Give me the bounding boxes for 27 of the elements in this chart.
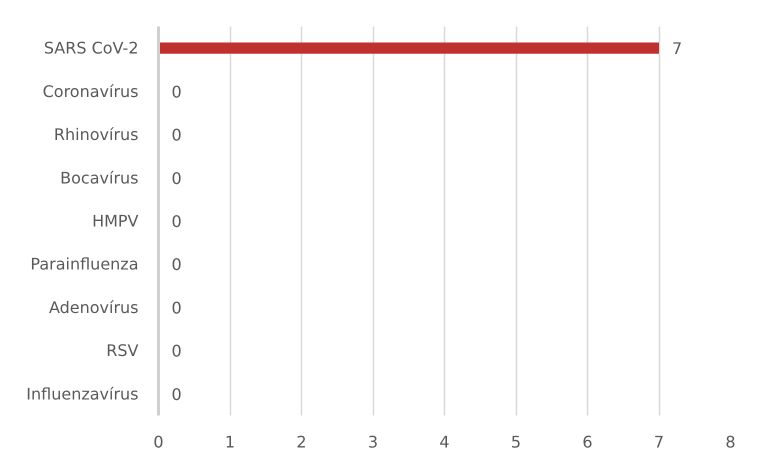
y-tick-label: HMPV: [92, 212, 139, 230]
y-tick-label: RSV: [106, 341, 139, 360]
y-tick-label: Coronavírus: [42, 82, 138, 101]
data-label: 0: [172, 342, 182, 361]
data-label: 0: [172, 384, 182, 404]
x-tick-label: 3: [368, 432, 378, 452]
y-tick-label: Influenzavírus: [26, 384, 138, 404]
x-tick-label: 8: [725, 432, 736, 452]
data-label: 7: [672, 39, 682, 58]
y-tick-label: SARS CoV-2: [44, 38, 139, 58]
y-tick-label: Parainfluenza: [30, 254, 138, 274]
y-tick-label: Adenovírus: [48, 298, 138, 317]
y-tick-label: Rhinovírus: [54, 125, 139, 144]
data-label: 0: [172, 255, 182, 274]
x-tick-label: 7: [654, 432, 664, 452]
x-tick-label: 5: [510, 432, 522, 452]
data-label: 0: [172, 168, 182, 188]
data-label: 0: [172, 126, 182, 145]
x-tick-label: 0: [153, 432, 164, 452]
data-label: 0: [172, 212, 182, 231]
data-label: 0: [172, 82, 182, 102]
x-tick-label: 6: [582, 432, 593, 452]
x-tick-label: 2: [296, 432, 307, 452]
y-tick-label: Bocavírus: [60, 168, 139, 188]
x-tick-label: 1: [224, 432, 236, 452]
x-tick-label: 4: [439, 432, 450, 452]
data-label: 0: [172, 298, 182, 318]
